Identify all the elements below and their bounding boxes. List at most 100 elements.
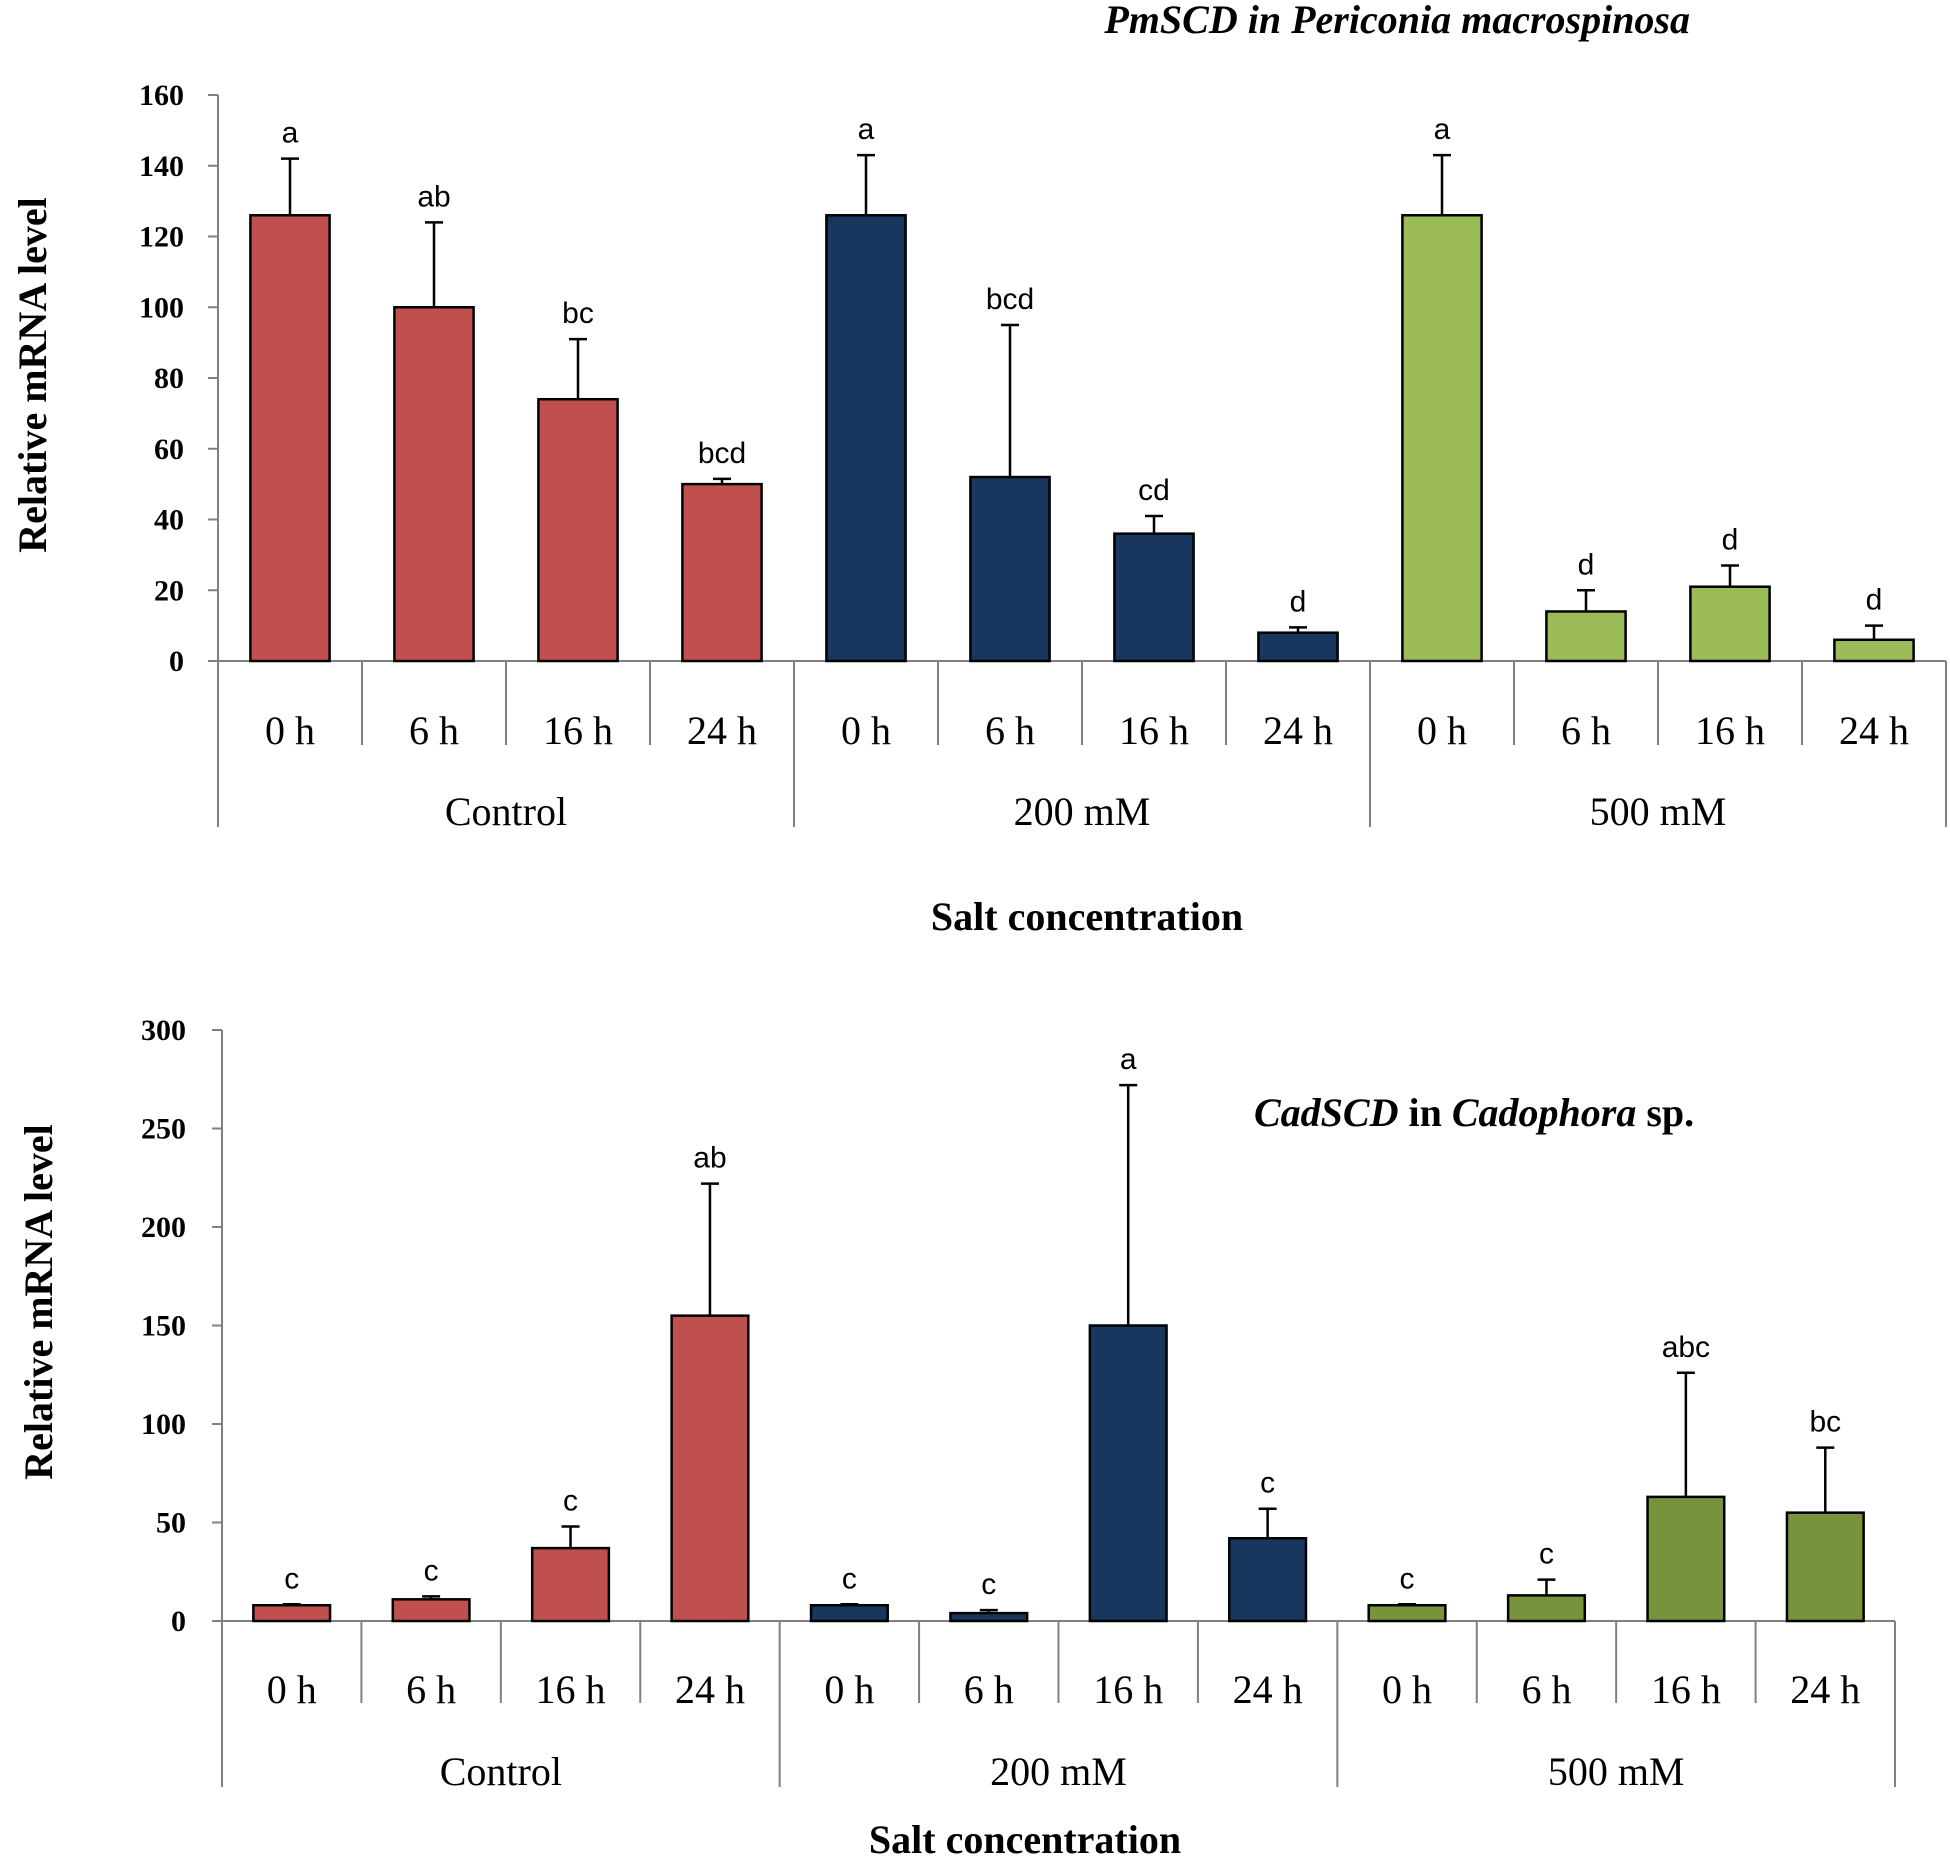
x-tick-label: 0 h bbox=[841, 708, 891, 753]
significance-label: abc bbox=[1662, 1331, 1710, 1364]
x-tick-label: 16 h bbox=[536, 1667, 606, 1712]
series-500-mm: a 0 h d 6 h d 16 h d 24 h 500 mM bbox=[1401, 113, 1915, 834]
x-tick-label: 24 h bbox=[675, 1667, 745, 1712]
x-tick-label: 0 h bbox=[267, 1667, 317, 1712]
bar bbox=[681, 482, 763, 663]
y-tick-label: 20 bbox=[154, 574, 184, 607]
y-tick-label: 100 bbox=[141, 1408, 186, 1441]
significance-label: a bbox=[1120, 1043, 1137, 1076]
bar bbox=[1785, 1511, 1865, 1623]
chart-title: PmSCD in Periconia macrospinosa bbox=[1103, 0, 1690, 42]
bar bbox=[969, 475, 1051, 663]
series-control: c 0 h c 6 h c 16 h ab 24 h Control bbox=[252, 1142, 750, 1794]
y-tick-label: 160 bbox=[139, 79, 184, 112]
significance-label: cd bbox=[1138, 474, 1170, 507]
bar bbox=[537, 397, 619, 663]
group-label: Control bbox=[445, 789, 567, 834]
significance-label: ab bbox=[693, 1142, 726, 1175]
bar bbox=[809, 1603, 889, 1623]
chart-title: CadSCD in Cadophora sp. bbox=[1254, 1090, 1694, 1135]
group-label: 200 mM bbox=[1014, 789, 1151, 834]
series-200-mm: c 0 h c 6 h a 16 h c 24 h 200 mM bbox=[809, 1043, 1308, 1794]
significance-label: d bbox=[1290, 585, 1307, 618]
x-tick-label: 24 h bbox=[1839, 708, 1909, 753]
significance-label: c bbox=[981, 1568, 996, 1601]
x-tick-label: 6 h bbox=[1561, 708, 1611, 753]
bar bbox=[1113, 532, 1195, 663]
significance-label: d bbox=[1866, 584, 1883, 617]
y-tick-label: 200 bbox=[141, 1211, 186, 1244]
significance-label: a bbox=[282, 117, 299, 150]
y-tick-label: 40 bbox=[154, 504, 184, 537]
series-500-mm: c 0 h c 6 h abc 16 h bc 24 h 500 mM bbox=[1367, 1331, 1865, 1794]
bar bbox=[391, 1598, 471, 1623]
chart-1: PmSCD in Periconia macrospinosa 0 20 40 60 80… bbox=[10, 0, 1947, 939]
y-tick-label: 80 bbox=[154, 362, 184, 395]
significance-label: d bbox=[1722, 523, 1739, 556]
significance-label: bc bbox=[562, 297, 594, 330]
group-label: 200 mM bbox=[990, 1749, 1127, 1794]
bar bbox=[1228, 1537, 1308, 1623]
x-axis-title: Salt concentration bbox=[869, 1817, 1181, 1859]
x-axis-title: Salt concentration bbox=[931, 894, 1243, 939]
significance-label: bcd bbox=[986, 283, 1034, 316]
y-tick-label: 0 bbox=[171, 1605, 186, 1638]
bar bbox=[949, 1611, 1029, 1623]
x-tick-label: 0 h bbox=[265, 708, 315, 753]
chart-title-segment: sp. bbox=[1636, 1090, 1694, 1135]
bar bbox=[1689, 585, 1771, 663]
bar bbox=[670, 1314, 750, 1623]
x-tick-label: 16 h bbox=[1093, 1667, 1163, 1712]
y-axis-title: Relative mRNA level bbox=[16, 1124, 61, 1479]
significance-label: bc bbox=[1809, 1406, 1841, 1439]
bar bbox=[1646, 1495, 1726, 1623]
bar bbox=[252, 1603, 332, 1623]
series-200-mm: a 0 h bcd 6 h cd 16 h d 24 h 200 mM bbox=[825, 113, 1339, 834]
bar bbox=[1401, 214, 1483, 663]
chart-title-segment: PmSCD in Periconia macrospinosa bbox=[1103, 0, 1690, 42]
y-tick-label: 150 bbox=[141, 1310, 186, 1343]
bar bbox=[1088, 1324, 1168, 1623]
y-tick-label: 300 bbox=[141, 1014, 186, 1047]
significance-label: bcd bbox=[698, 437, 746, 470]
significance-label: c bbox=[424, 1554, 439, 1587]
significance-label: c bbox=[284, 1562, 299, 1595]
x-tick-label: 6 h bbox=[1521, 1667, 1571, 1712]
bar bbox=[1367, 1603, 1447, 1623]
series-control: a 0 h ab 6 h bc 16 h bcd 24 h Control bbox=[249, 117, 763, 834]
bar bbox=[1257, 631, 1339, 663]
y-tick-label: 250 bbox=[141, 1113, 186, 1146]
significance-label: a bbox=[858, 113, 875, 146]
bar bbox=[1506, 1594, 1587, 1623]
x-tick-label: 0 h bbox=[824, 1667, 874, 1712]
x-tick-label: 6 h bbox=[409, 708, 459, 753]
x-tick-label: 16 h bbox=[1695, 708, 1765, 753]
x-tick-label: 6 h bbox=[964, 1667, 1014, 1712]
significance-label: a bbox=[1434, 113, 1451, 146]
bar bbox=[1545, 610, 1627, 663]
chart-title-segment: in bbox=[1399, 1090, 1452, 1135]
bar bbox=[249, 214, 331, 663]
x-tick-label: 6 h bbox=[985, 708, 1035, 753]
bar bbox=[393, 306, 475, 663]
x-tick-label: 24 h bbox=[1233, 1667, 1303, 1712]
x-tick-label: 16 h bbox=[543, 708, 613, 753]
bar bbox=[1833, 638, 1915, 663]
x-tick-label: 0 h bbox=[1417, 708, 1467, 753]
group-label: 500 mM bbox=[1548, 1749, 1685, 1794]
x-tick-label: 16 h bbox=[1119, 708, 1189, 753]
y-tick-label: 50 bbox=[156, 1507, 186, 1540]
significance-label: ab bbox=[417, 180, 450, 213]
y-tick-label: 120 bbox=[139, 221, 184, 254]
x-tick-label: 24 h bbox=[687, 708, 757, 753]
significance-label: c bbox=[1260, 1467, 1275, 1500]
y-tick-label: 0 bbox=[169, 645, 184, 678]
group-label: Control bbox=[440, 1749, 562, 1794]
x-tick-label: 6 h bbox=[406, 1667, 456, 1712]
y-tick-label: 60 bbox=[154, 433, 184, 466]
significance-label: c bbox=[563, 1484, 578, 1517]
x-tick-label: 24 h bbox=[1263, 708, 1333, 753]
y-tick-label: 100 bbox=[139, 291, 184, 324]
chart-title-segment: Cadophora bbox=[1452, 1090, 1637, 1135]
